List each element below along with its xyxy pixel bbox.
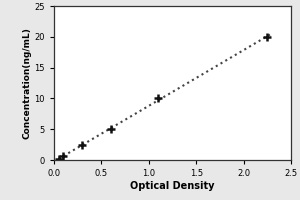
X-axis label: Optical Density: Optical Density (130, 181, 215, 191)
Y-axis label: Concentration(ng/mL): Concentration(ng/mL) (23, 27, 32, 139)
